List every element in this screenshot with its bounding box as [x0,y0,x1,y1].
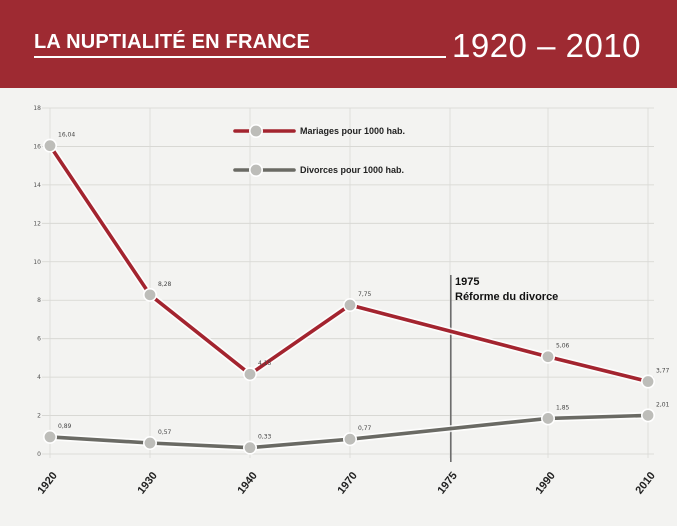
divorces-data-label: 1,85 [556,404,570,411]
divorces-point [243,440,258,455]
y-tick-label: 4 [37,374,41,381]
marriages-data-label: 8,28 [158,281,172,288]
series-lines [42,138,655,455]
y-tick-label: 8 [37,297,41,304]
marriages-data-label: 4,15 [258,360,272,367]
marriages-point [42,138,57,153]
reform-year-label: 1975 [455,276,479,288]
marriages-data-label: 5,06 [556,343,570,350]
x-tick-label: 1930 [135,470,160,497]
y-tick-label: 10 [33,259,41,266]
data-labels: 16,04 8,28 4,15 7,75 5,06 3,77 0,89 0,57 0,33 0,7… [58,132,670,441]
marriages-data-label: 3,77 [656,368,670,375]
marriages-data-label: 7,75 [358,291,372,298]
legend: Mariages pour 1000 hab. Divorces pour 100… [233,124,405,178]
y-tick-label: 12 [33,220,41,227]
x-tick-label: 1975 [435,470,460,497]
divorces-point [640,408,655,423]
x-tick-label: 1920 [35,470,60,497]
y-tick-label: 2 [37,413,41,420]
legend-marker-divorces [249,163,264,178]
y-tick-label: 14 [33,182,41,189]
legend-marker-marriages [249,124,264,139]
x-tick-label: 2010 [633,470,658,497]
marriages-point [243,367,258,382]
y-tick-label: 6 [37,336,41,343]
divorces-data-label: 0,89 [58,423,72,430]
marriages-point [342,298,357,313]
legend-label-divorces: Divorces pour 1000 hab. [300,165,404,175]
x-tick-label: 1970 [335,470,360,497]
marriages-point [143,287,158,302]
reform-annotation: 1975 Réforme du divorce [450,275,558,462]
x-tick-label: 1940 [235,470,260,497]
y-tick-label: 16 [33,143,41,150]
y-axis-ticks: 0 2 4 6 8 10 12 14 16 18 [33,105,41,458]
legend-label-marriages: Mariages pour 1000 hab. [300,126,405,136]
y-tick-label: 0 [37,451,41,458]
divorces-point [42,429,57,444]
divorces-data-label: 0,57 [158,429,172,436]
marriages-point [540,349,555,364]
divorces-point [143,436,158,451]
divorces-point [540,411,555,426]
marriages-data-label: 16,04 [58,132,75,139]
chart-title: LA NUPTIALITÉ EN FRANCE [34,31,311,53]
x-tick-label: 1990 [533,470,558,497]
x-axis-labels: 1920 1930 1940 1970 1975 1990 2010 [35,470,658,497]
marriages-line [48,143,650,384]
marriages-point [640,374,655,389]
divorces-point [342,432,357,447]
year-range: 1920 – 2010 [452,27,642,64]
y-tick-label: 18 [33,105,41,112]
title-banner: LA NUPTIALITÉ EN FRANCE 1920 – 2010 [0,0,677,88]
reform-marker-line [450,275,452,462]
title-underline [34,56,446,58]
reform-label: Réforme du divorce [455,291,558,303]
divorces-data-label: 0,33 [258,434,272,441]
divorces-line [48,413,650,450]
divorces-data-label: 0,77 [358,425,372,432]
divorces-data-label: 2,01 [656,401,670,408]
